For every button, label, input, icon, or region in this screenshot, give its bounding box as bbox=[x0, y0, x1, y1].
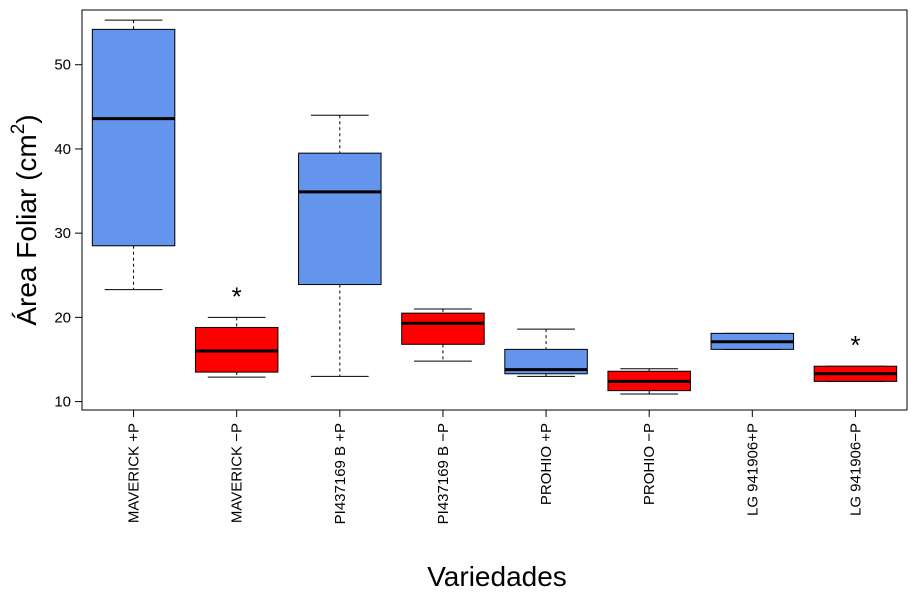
y-axis-title: Área Foliar (cm2) bbox=[8, 114, 42, 325]
x-axis-title: Variedades bbox=[427, 561, 567, 592]
box-4 bbox=[401, 308, 485, 362]
y-axis: 10 20 30 40 50 bbox=[54, 57, 82, 411]
box-2: * bbox=[194, 281, 279, 378]
plot-frame bbox=[81, 9, 908, 411]
y-tick-label: 40 bbox=[54, 141, 71, 158]
box-5 bbox=[504, 328, 588, 377]
significance-marker: * bbox=[850, 330, 860, 360]
box-iqr bbox=[91, 28, 176, 247]
box-7 bbox=[710, 332, 795, 350]
y-axis-title-main: Área Foliar (cm bbox=[11, 134, 42, 325]
x-tick-label: PROHIO +P bbox=[538, 423, 555, 505]
y-axis-title-suffix: ) bbox=[11, 114, 42, 123]
box-3 bbox=[298, 114, 382, 377]
box-iqr bbox=[401, 312, 485, 345]
box-8: * bbox=[813, 330, 898, 382]
y-tick-label: 50 bbox=[54, 57, 71, 74]
box-1 bbox=[91, 19, 176, 291]
significance-marker: * bbox=[232, 281, 242, 311]
y-tick-label: 30 bbox=[54, 225, 71, 242]
x-tick-label: PI437169 B −P bbox=[435, 423, 452, 524]
x-tick-label: PROHIO −P bbox=[641, 423, 658, 505]
x-tick-label: PI437169 B +P bbox=[332, 423, 349, 524]
y-tick-label: 10 bbox=[54, 394, 71, 411]
x-tick-label: MAVERICK −P bbox=[229, 423, 246, 523]
x-axis: MAVERICK +P MAVERICK −P PI437169 B +P PI437… bbox=[126, 410, 864, 524]
x-tick-label: LG 941906+P bbox=[744, 423, 761, 516]
box-series: ** bbox=[91, 19, 898, 395]
box-6 bbox=[607, 368, 691, 395]
y-tick-label: 20 bbox=[54, 309, 71, 326]
x-tick-label: MAVERICK +P bbox=[126, 423, 143, 523]
x-tick-label: LG 941906−P bbox=[847, 423, 864, 516]
box-iqr bbox=[298, 152, 382, 286]
y-axis-title-superscript: 2 bbox=[8, 124, 29, 135]
